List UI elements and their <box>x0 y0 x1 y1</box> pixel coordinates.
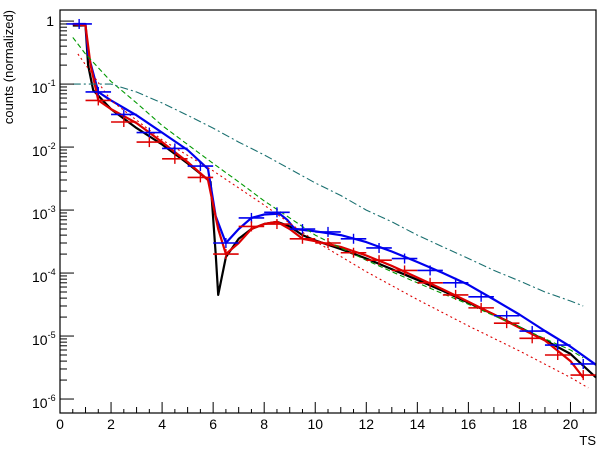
error-marker-1-8 <box>238 212 265 223</box>
error-marker-2-1 <box>85 95 112 106</box>
error-marker-2-19 <box>544 349 571 360</box>
error-marker-1-16 <box>442 277 469 288</box>
error-marker-1-13 <box>366 242 392 253</box>
error-marker-1-17 <box>468 291 494 302</box>
y-tick-label: 1 <box>46 13 54 29</box>
error-marker-2-7 <box>238 221 265 232</box>
error-marker-2-13 <box>391 265 418 276</box>
error-marker-1-1 <box>66 18 92 29</box>
y-tick-label: 10-4 <box>32 267 56 285</box>
y-tick-label: 10-1 <box>32 78 56 96</box>
series-line-6 <box>72 83 584 307</box>
error-marker-2-4 <box>162 153 188 164</box>
error-marker-2-6 <box>213 249 239 260</box>
error-marker-1-9 <box>264 207 290 218</box>
error-marker-2-5 <box>187 172 214 183</box>
x-tick-label: 2 <box>107 416 115 432</box>
y-tick-label: 10-5 <box>32 330 56 348</box>
y-axis-tick-labels: 1 10-1 10-2 10-3 10-4 10-5 10-6 <box>32 13 56 411</box>
x-tick-label: 14 <box>410 416 426 432</box>
error-marker-2-3 <box>136 137 163 148</box>
error-marker-1-6 <box>187 161 214 172</box>
error-marker-2-14 <box>417 277 443 288</box>
series-layer <box>72 22 597 389</box>
series-line-5 <box>72 37 584 359</box>
y-axis-label: counts (normalized) <box>1 10 16 124</box>
y-tick-label: 10-6 <box>32 393 56 411</box>
error-marker-2-8 <box>264 219 290 230</box>
error-marker-1-5 <box>162 143 188 154</box>
error-marker-2-9 <box>289 233 316 244</box>
error-marker-2-20 <box>570 370 596 381</box>
series-line-1 <box>72 24 597 379</box>
x-tick-label: 6 <box>209 416 217 432</box>
error-marker-1-11 <box>315 226 341 237</box>
y-tick-label: 10-2 <box>32 141 56 159</box>
x-axis-tick-labels: 0 2 4 6 8 10 12 14 16 18 20 <box>56 416 578 432</box>
error-marker-1-15 <box>417 265 443 276</box>
series-line-2 <box>72 22 597 366</box>
y-axis-ticks <box>60 20 74 400</box>
plot-frame <box>59 9 597 414</box>
error-marker-2-15 <box>442 289 469 300</box>
error-markers-layer <box>66 18 596 381</box>
error-marker-1-2 <box>85 86 112 97</box>
error-marker-1-7 <box>213 237 239 248</box>
error-marker-1-10 <box>289 224 316 235</box>
error-marker-2-16 <box>468 302 494 313</box>
error-marker-1-20 <box>544 340 571 351</box>
error-marker-2-11 <box>340 247 367 258</box>
error-marker-1-21 <box>570 358 596 369</box>
error-marker-2-12 <box>366 255 392 266</box>
error-marker-2-10 <box>315 237 341 248</box>
x-tick-label: 8 <box>260 416 268 432</box>
x-axis-label: TS <box>579 433 596 448</box>
error-marker-1-4 <box>136 127 163 138</box>
x-tick-label: 10 <box>307 416 323 432</box>
y-tick-label: 10-3 <box>32 204 56 222</box>
x-tick-label: 16 <box>461 416 477 432</box>
series-line-4 <box>77 53 589 389</box>
x-tick-label: 18 <box>512 416 528 432</box>
x-axis-ticks <box>59 402 597 413</box>
x-tick-label: 0 <box>56 416 64 432</box>
error-marker-2-18 <box>519 333 545 344</box>
x-tick-label: 20 <box>563 416 579 432</box>
x-tick-label: 4 <box>158 416 166 432</box>
error-marker-1-14 <box>391 253 418 264</box>
x-tick-label: 12 <box>358 416 374 432</box>
error-marker-2-17 <box>493 318 520 329</box>
error-marker-1-12 <box>340 233 367 244</box>
error-marker-2-2 <box>111 117 137 128</box>
